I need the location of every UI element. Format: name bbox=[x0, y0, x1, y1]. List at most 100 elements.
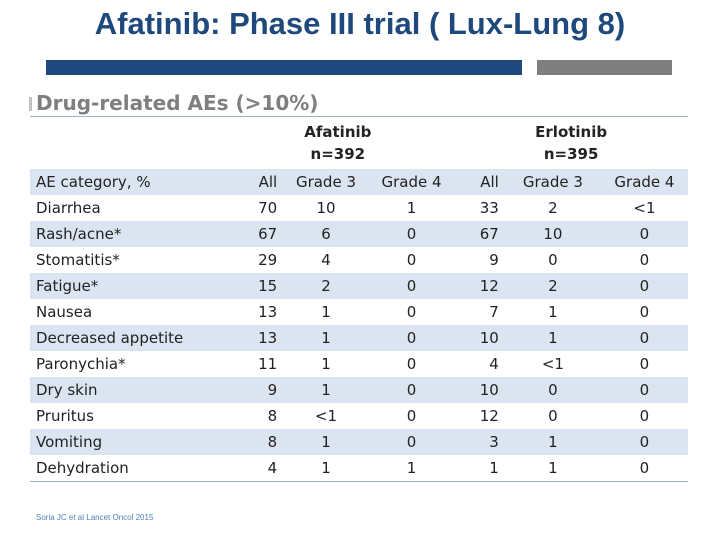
erlotinib-grade3-cell: 0 bbox=[548, 407, 558, 425]
afatinib-all-cell: 8 bbox=[267, 407, 278, 425]
erlotinib-grade4-cell: 0 bbox=[639, 251, 650, 269]
afatinib-all-cell: 15 bbox=[221, 273, 284, 299]
erlotinib-grade4-cell: 0 bbox=[600, 273, 688, 299]
table-row: Dehydration 4 1 1 1 1 0 bbox=[30, 455, 688, 482]
ae-category-cell: Decreased appetite bbox=[30, 325, 222, 351]
adverse-events-table: Afatinib n=392 Erlotinib n=395 AE catego… bbox=[30, 116, 688, 482]
erlotinib-all-cell: 7 bbox=[489, 303, 499, 321]
erlotinib-grade3-cell: 1 bbox=[504, 455, 601, 482]
erlotinib-all-cell: 10 bbox=[454, 325, 505, 351]
afatinib-grade3-cell: 1 bbox=[283, 455, 369, 482]
erlotinib-grade3-cell: 0 bbox=[504, 377, 601, 403]
table-body: Diarrhea 70 10 1 33 2 <1 Rash/acne* 67 6 0 67 10 0 Sto… bbox=[30, 195, 688, 482]
group-header-empty bbox=[30, 116, 222, 169]
erlotinib-grade4-cell: 0 bbox=[600, 455, 688, 482]
group-header-erlotinib: Erlotinib n=395 bbox=[454, 116, 688, 169]
ae-category-cell: Dehydration bbox=[30, 455, 222, 482]
afatinib-grade3-cell: 1 bbox=[283, 325, 369, 351]
column-header: All bbox=[454, 169, 505, 195]
table-row: Diarrhea 70 10 1 33 2 <1 bbox=[30, 195, 688, 221]
erlotinib-all-cell: 9 bbox=[489, 251, 499, 269]
afatinib-all-cell: 29 bbox=[258, 251, 278, 269]
afatinib-grade4-cell: 0 bbox=[368, 221, 455, 247]
erlotinib-grade4-cell: 0 bbox=[600, 377, 688, 403]
erlotinib-grade3-cell: <1 bbox=[541, 355, 564, 373]
column-header: AE category, % bbox=[30, 169, 222, 195]
erlotinib-all-cell: 3 bbox=[454, 429, 505, 455]
afatinib-grade4-cell: 0 bbox=[368, 273, 455, 299]
erlotinib-grade4-cell: 0 bbox=[639, 303, 650, 321]
erlotinib-all-cell: 12 bbox=[454, 273, 505, 299]
afatinib-grade3-cell: 1 bbox=[321, 355, 331, 373]
afatinib-grade4-cell: 0 bbox=[368, 429, 455, 455]
group-name: Erlotinib bbox=[535, 123, 608, 141]
table-row: Stomatitis* 29 4 0 9 0 0 bbox=[30, 247, 688, 273]
column-header: Grade 3 bbox=[283, 169, 369, 195]
ae-category-cell: Vomiting bbox=[30, 429, 222, 455]
erlotinib-grade3-cell: 10 bbox=[504, 221, 601, 247]
erlotinib-grade3-cell: 0 bbox=[548, 251, 558, 269]
table-row: Nausea 13 1 0 7 1 0 bbox=[30, 299, 688, 325]
group-header-afatinib: Afatinib n=392 bbox=[221, 116, 455, 169]
afatinib-all-cell: 4 bbox=[221, 455, 284, 482]
afatinib-all-cell: 8 bbox=[221, 429, 284, 455]
afatinib-grade3-cell: 6 bbox=[283, 221, 369, 247]
citation-footnote: Soria JC et al Lancet Oncol 2015 bbox=[36, 513, 154, 522]
erlotinib-grade4-cell: 0 bbox=[639, 355, 650, 373]
erlotinib-grade4-cell: 0 bbox=[639, 407, 650, 425]
erlotinib-all-cell: 12 bbox=[479, 407, 499, 425]
afatinib-all-cell: 70 bbox=[258, 199, 278, 217]
erlotinib-grade3-cell: 1 bbox=[504, 429, 601, 455]
ae-category-cell: Pruritus bbox=[36, 407, 94, 425]
ae-category-cell: Stomatitis* bbox=[36, 251, 120, 269]
group-header-row: Afatinib n=392 Erlotinib n=395 bbox=[30, 116, 688, 169]
group-n: n=392 bbox=[310, 145, 366, 163]
erlotinib-grade3-cell: 1 bbox=[504, 325, 601, 351]
afatinib-grade4-cell: 0 bbox=[368, 377, 455, 403]
afatinib-grade4-cell: 0 bbox=[406, 407, 417, 425]
table-row: Dry skin 9 1 0 10 0 0 bbox=[30, 377, 688, 403]
erlotinib-grade4-cell: 0 bbox=[600, 429, 688, 455]
erlotinib-grade3-cell: 2 bbox=[504, 273, 601, 299]
title-secondary-bar bbox=[537, 60, 672, 75]
erlotinib-grade3-cell: 2 bbox=[548, 199, 558, 217]
afatinib-all-cell: 67 bbox=[221, 221, 284, 247]
afatinib-all-cell: 13 bbox=[258, 303, 278, 321]
ae-category-cell: Diarrhea bbox=[36, 199, 101, 217]
table-row: Rash/acne* 67 6 0 67 10 0 bbox=[30, 221, 688, 247]
ae-category-cell: Fatigue* bbox=[30, 273, 222, 299]
afatinib-grade4-cell: 0 bbox=[406, 355, 417, 373]
afatinib-grade3-cell: 1 bbox=[283, 377, 369, 403]
group-n: n=395 bbox=[543, 145, 599, 163]
table-row: Pruritus 8 <1 0 12 0 0 bbox=[30, 403, 688, 429]
slide-subtitle: Drug-related AEs (>10%) bbox=[28, 91, 319, 115]
erlotinib-all-cell: 33 bbox=[479, 199, 499, 217]
erlotinib-all-cell: 10 bbox=[454, 377, 505, 403]
table-row: Decreased appetite 13 1 0 10 1 0 bbox=[30, 325, 688, 351]
afatinib-grade4-cell: 1 bbox=[368, 455, 455, 482]
afatinib-grade3-cell: 10 bbox=[316, 199, 336, 217]
erlotinib-grade4-cell: 0 bbox=[600, 325, 688, 351]
ae-category-cell: Paronychia* bbox=[36, 355, 126, 373]
afatinib-grade3-cell: 1 bbox=[283, 429, 369, 455]
group-name: Afatinib bbox=[304, 123, 372, 141]
afatinib-all-cell: 13 bbox=[221, 325, 284, 351]
table-row: Fatigue* 15 2 0 12 2 0 bbox=[30, 273, 688, 299]
afatinib-grade4-cell: 0 bbox=[406, 251, 417, 269]
ae-category-cell: Rash/acne* bbox=[30, 221, 222, 247]
column-header: Grade 3 bbox=[504, 169, 601, 195]
erlotinib-all-cell: 1 bbox=[454, 455, 505, 482]
afatinib-grade4-cell: 0 bbox=[368, 325, 455, 351]
ae-category-cell: Nausea bbox=[36, 303, 93, 321]
afatinib-grade3-cell: 4 bbox=[321, 251, 331, 269]
afatinib-grade3-cell: 1 bbox=[321, 303, 331, 321]
afatinib-grade4-cell: 0 bbox=[406, 303, 417, 321]
table-row: Vomiting 8 1 0 3 1 0 bbox=[30, 429, 688, 455]
erlotinib-all-cell: 4 bbox=[489, 355, 499, 373]
erlotinib-grade4-cell: <1 bbox=[633, 199, 656, 217]
erlotinib-all-cell: 67 bbox=[454, 221, 505, 247]
afatinib-all-cell: 11 bbox=[258, 355, 278, 373]
erlotinib-grade4-cell: 0 bbox=[600, 221, 688, 247]
column-header: All bbox=[221, 169, 284, 195]
afatinib-grade3-cell: 2 bbox=[283, 273, 369, 299]
